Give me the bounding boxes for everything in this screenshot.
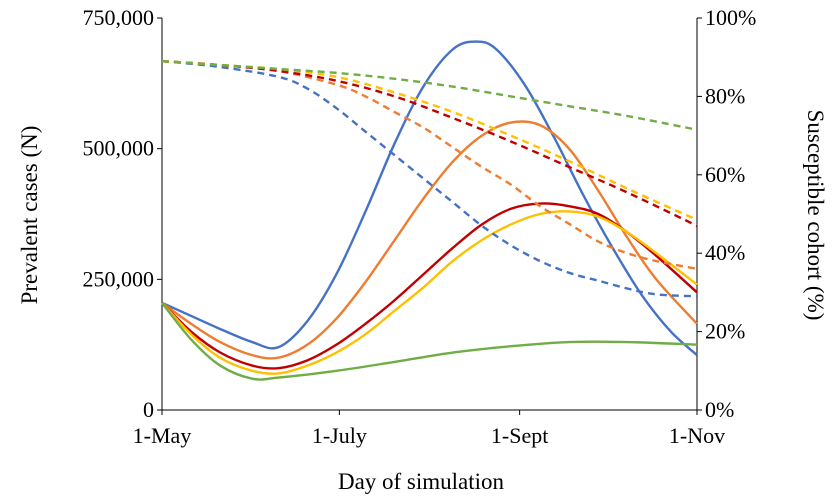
susceptible-line-9 — [161, 59, 698, 131]
susceptible-line-5 — [161, 59, 698, 298]
labels-layer: Day of simulation Prevalent cases (N) Su… — [17, 110, 828, 494]
x-tick-label: 1-July — [312, 423, 367, 448]
y-right-tick-label: 40% — [705, 240, 745, 265]
y-right-axis-title: Susceptible cohort (%) — [803, 110, 828, 321]
x-axis-title: Day of simulation — [338, 469, 505, 494]
y-left-tick-label: 750,000 — [83, 5, 155, 30]
y-left-axis-title: Prevalent cases (N) — [17, 126, 42, 305]
prevalence-line-2 — [161, 202, 698, 370]
y-left-tick-label: 250,000 — [83, 266, 155, 291]
series-layer — [161, 40, 698, 381]
x-tick-label: 1-Sept — [491, 423, 548, 448]
prevalence-line-1 — [161, 120, 698, 360]
susceptible-line-8 — [161, 59, 698, 221]
susceptible-line-7 — [161, 59, 698, 227]
y-right-tick-label: 20% — [705, 319, 745, 344]
y-right-tick-label: 100% — [705, 5, 756, 30]
axes-layer: 0 250,000 500,000 750,000 0% 20% 40% 60% 80% 100%… — [83, 5, 757, 448]
y-right-tick-label: 0% — [705, 397, 734, 422]
prevalence-line-4 — [161, 302, 698, 381]
y-right-tick-label: 80% — [705, 83, 745, 108]
prevalence-line-3 — [161, 210, 698, 375]
y-left-tick-label: 0 — [143, 397, 154, 422]
x-tick-label: 1-May — [133, 423, 192, 448]
y-left-tick-label: 500,000 — [83, 136, 155, 161]
x-tick-label: 1-Nov — [669, 423, 725, 448]
prevalence-line-0 — [161, 40, 698, 357]
y-right-tick-label: 60% — [705, 162, 745, 187]
susceptible-line-6 — [161, 59, 698, 271]
